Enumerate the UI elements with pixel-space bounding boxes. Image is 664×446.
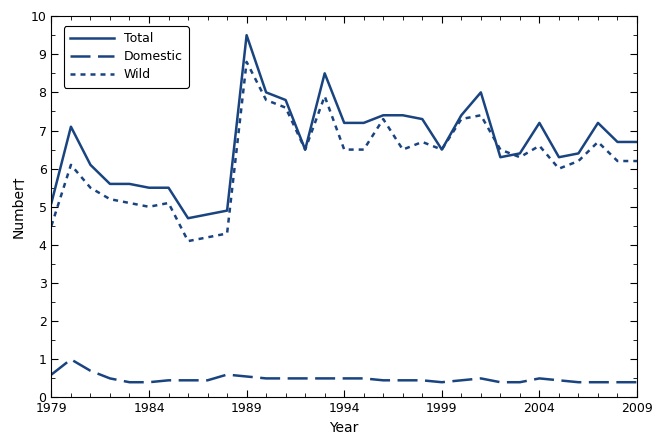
Total xyxy=(242,33,250,38)
Total xyxy=(47,200,55,206)
X-axis label: Year: Year xyxy=(329,421,359,435)
Domestic xyxy=(477,376,485,381)
Wild xyxy=(204,235,212,240)
Wild xyxy=(497,147,505,152)
Total xyxy=(574,151,582,156)
Line: Total: Total xyxy=(51,35,637,218)
Wild xyxy=(477,112,485,118)
Wild xyxy=(594,139,602,145)
Wild xyxy=(262,97,270,103)
Domestic xyxy=(165,378,173,383)
Wild xyxy=(47,223,55,228)
Wild xyxy=(223,231,231,236)
Total xyxy=(614,139,622,145)
Total xyxy=(360,120,368,126)
Total xyxy=(477,90,485,95)
Domestic xyxy=(633,380,641,385)
Wild xyxy=(574,158,582,164)
Domestic xyxy=(614,380,622,385)
Total xyxy=(516,151,524,156)
Wild xyxy=(242,59,250,65)
Total xyxy=(165,185,173,190)
Total xyxy=(86,162,94,168)
Total xyxy=(184,215,192,221)
Wild xyxy=(67,162,75,168)
Wild xyxy=(282,105,290,110)
Domestic xyxy=(535,376,543,381)
Wild xyxy=(379,116,387,122)
Wild xyxy=(165,200,173,206)
Total xyxy=(204,212,212,217)
Wild xyxy=(86,185,94,190)
Line: Domestic: Domestic xyxy=(51,359,637,382)
Domestic xyxy=(86,368,94,373)
Domestic xyxy=(301,376,309,381)
Domestic xyxy=(204,378,212,383)
Wild xyxy=(614,158,622,164)
Wild xyxy=(418,139,426,145)
Domestic xyxy=(242,374,250,379)
Domestic xyxy=(47,372,55,377)
Domestic xyxy=(321,376,329,381)
Domestic xyxy=(282,376,290,381)
Total xyxy=(399,112,407,118)
Total xyxy=(106,181,114,186)
Total xyxy=(125,181,133,186)
Total xyxy=(438,147,446,152)
Domestic xyxy=(418,378,426,383)
Wild xyxy=(457,116,465,122)
Domestic xyxy=(457,378,465,383)
Wild xyxy=(516,154,524,160)
Domestic xyxy=(223,372,231,377)
Wild xyxy=(360,147,368,152)
Total xyxy=(282,97,290,103)
Wild xyxy=(301,147,309,152)
Domestic xyxy=(399,378,407,383)
Total xyxy=(301,147,309,152)
Wild xyxy=(184,239,192,244)
Domestic xyxy=(555,378,563,383)
Total xyxy=(223,208,231,213)
Total xyxy=(535,120,543,126)
Y-axis label: Number†: Number† xyxy=(11,175,25,238)
Domestic xyxy=(360,376,368,381)
Wild xyxy=(145,204,153,210)
Domestic xyxy=(184,378,192,383)
Domestic xyxy=(340,376,348,381)
Total xyxy=(633,139,641,145)
Wild xyxy=(106,197,114,202)
Line: Wild: Wild xyxy=(51,62,637,241)
Domestic xyxy=(379,378,387,383)
Total xyxy=(555,154,563,160)
Wild xyxy=(438,147,446,152)
Legend: Total, Domestic, Wild: Total, Domestic, Wild xyxy=(64,26,189,88)
Wild xyxy=(321,94,329,99)
Total xyxy=(321,70,329,76)
Wild xyxy=(125,200,133,206)
Total xyxy=(418,116,426,122)
Domestic xyxy=(574,380,582,385)
Total xyxy=(497,154,505,160)
Total xyxy=(457,112,465,118)
Total xyxy=(379,112,387,118)
Domestic xyxy=(594,380,602,385)
Wild xyxy=(399,147,407,152)
Domestic xyxy=(145,380,153,385)
Domestic xyxy=(106,376,114,381)
Wild xyxy=(555,166,563,171)
Total xyxy=(594,120,602,126)
Total xyxy=(67,124,75,129)
Domestic xyxy=(262,376,270,381)
Total xyxy=(145,185,153,190)
Wild xyxy=(633,158,641,164)
Domestic xyxy=(125,380,133,385)
Wild xyxy=(340,147,348,152)
Domestic xyxy=(516,380,524,385)
Wild xyxy=(535,143,543,149)
Total xyxy=(262,90,270,95)
Domestic xyxy=(497,380,505,385)
Total xyxy=(340,120,348,126)
Domestic xyxy=(438,380,446,385)
Domestic xyxy=(67,357,75,362)
